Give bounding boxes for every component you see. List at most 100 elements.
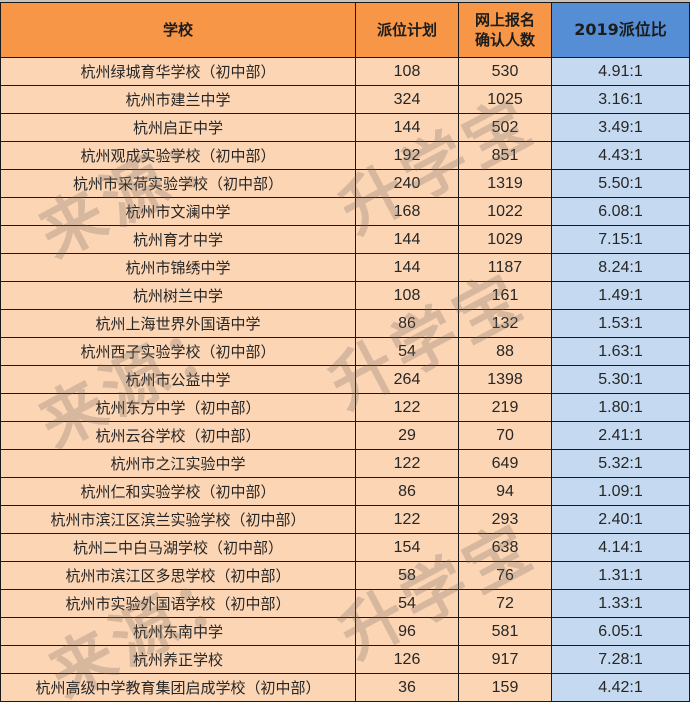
- cell-plan: 240: [355, 169, 459, 198]
- cell-apply: 88: [458, 337, 552, 366]
- cell-plan: 126: [355, 645, 459, 674]
- table-row: 杭州树兰中学 108 161 1.49:1: [0, 281, 690, 310]
- table-row: 杭州市公益中学 264 1398 5.30:1: [0, 365, 690, 394]
- table-row: 杭州启正中学 144 502 3.49:1: [0, 113, 690, 142]
- cell-plan: 264: [355, 365, 459, 394]
- cell-apply: 159: [458, 673, 552, 702]
- cell-school: 杭州市锦绣中学: [0, 253, 356, 282]
- cell-apply: 72: [458, 589, 552, 618]
- table-row: 杭州市滨江区多思学校（初中部） 58 76 1.31:1: [0, 561, 690, 590]
- cell-school: 杭州上海世界外国语中学: [0, 309, 356, 338]
- cell-apply: 638: [458, 533, 552, 562]
- table-row: 杭州观成实验学校（初中部） 192 851 4.43:1: [0, 141, 690, 170]
- cell-ratio: 6.08:1: [551, 197, 690, 226]
- cell-apply: 1319: [458, 169, 552, 198]
- table-row: 杭州市文澜中学 168 1022 6.08:1: [0, 197, 690, 226]
- cell-plan: 108: [355, 57, 459, 86]
- table-row: 杭州云谷学校（初中部） 29 70 2.41:1: [0, 421, 690, 450]
- table-row: 杭州市建兰中学 324 1025 3.16:1: [0, 85, 690, 114]
- cell-apply: 70: [458, 421, 552, 450]
- cell-school: 杭州市公益中学: [0, 365, 356, 394]
- table-row: 杭州上海世界外国语中学 86 132 1.53:1: [0, 309, 690, 338]
- cell-ratio: 1.49:1: [551, 281, 690, 310]
- table-row: 杭州高级中学教育集团启成学校（初中部） 36 159 4.42:1: [0, 673, 690, 702]
- table-header: 学校 派位计划 网上报名 确认人数 2019派位比: [0, 2, 690, 58]
- header-apply: 网上报名 确认人数: [458, 2, 552, 58]
- cell-school: 杭州市采荷实验学校（初中部）: [0, 169, 356, 198]
- cell-school: 杭州东方中学（初中部）: [0, 393, 356, 422]
- cell-apply: 76: [458, 561, 552, 590]
- cell-apply: 649: [458, 449, 552, 478]
- cell-ratio: 1.31:1: [551, 561, 690, 590]
- cell-plan: 168: [355, 197, 459, 226]
- cell-apply: 161: [458, 281, 552, 310]
- cell-plan: 144: [355, 225, 459, 254]
- header-ratio: 2019派位比: [551, 2, 690, 58]
- cell-ratio: 7.15:1: [551, 225, 690, 254]
- cell-plan: 192: [355, 141, 459, 170]
- cell-apply: 1025: [458, 85, 552, 114]
- cell-plan: 54: [355, 337, 459, 366]
- cell-school: 杭州仁和实验学校（初中部）: [0, 477, 356, 506]
- header-apply-line2: 确认人数: [474, 31, 535, 49]
- cell-ratio: 3.49:1: [551, 113, 690, 142]
- cell-ratio: 5.30:1: [551, 365, 690, 394]
- cell-apply: 502: [458, 113, 552, 142]
- table-row: 杭州仁和实验学校（初中部） 86 94 1.09:1: [0, 477, 690, 506]
- cell-ratio: 8.24:1: [551, 253, 690, 282]
- table-row: 杭州二中白马湖学校（初中部） 154 638 4.14:1: [0, 533, 690, 562]
- cell-apply: 530: [458, 57, 552, 86]
- cell-ratio: 2.40:1: [551, 505, 690, 534]
- cell-plan: 122: [355, 505, 459, 534]
- cell-plan: 144: [355, 253, 459, 282]
- table-row: 杭州绿城育华学校（初中部） 108 530 4.91:1: [0, 57, 690, 86]
- cell-school: 杭州二中白马湖学校（初中部）: [0, 533, 356, 562]
- school-allocation-table: 学校 派位计划 网上报名 确认人数 2019派位比 杭州绿城育华学校（初中部） 1…: [0, 2, 690, 702]
- cell-school: 杭州市建兰中学: [0, 85, 356, 114]
- cell-ratio: 1.80:1: [551, 393, 690, 422]
- cell-ratio: 7.28:1: [551, 645, 690, 674]
- header-school: 学校: [0, 2, 356, 58]
- cell-school: 杭州云谷学校（初中部）: [0, 421, 356, 450]
- cell-ratio: 4.43:1: [551, 141, 690, 170]
- cell-school: 杭州市之江实验中学: [0, 449, 356, 478]
- cell-plan: 96: [355, 617, 459, 646]
- table-row: 杭州养正学校 126 917 7.28:1: [0, 645, 690, 674]
- cell-apply: 917: [458, 645, 552, 674]
- cell-school: 杭州市滨江区滨兰实验学校（初中部）: [0, 505, 356, 534]
- cell-plan: 86: [355, 309, 459, 338]
- table-row: 杭州东南中学 96 581 6.05:1: [0, 617, 690, 646]
- cell-plan: 324: [355, 85, 459, 114]
- cell-apply: 293: [458, 505, 552, 534]
- table-row: 杭州东方中学（初中部） 122 219 1.80:1: [0, 393, 690, 422]
- table-row: 杭州市滨江区滨兰实验学校（初中部） 122 293 2.40:1: [0, 505, 690, 534]
- cell-plan: 122: [355, 449, 459, 478]
- cell-school: 杭州绿城育华学校（初中部）: [0, 57, 356, 86]
- cell-plan: 29: [355, 421, 459, 450]
- cell-school: 杭州市滨江区多思学校（初中部）: [0, 561, 356, 590]
- cell-plan: 144: [355, 113, 459, 142]
- cell-plan: 86: [355, 477, 459, 506]
- cell-ratio: 4.14:1: [551, 533, 690, 562]
- table-row: 杭州市之江实验中学 122 649 5.32:1: [0, 449, 690, 478]
- cell-plan: 58: [355, 561, 459, 590]
- header-plan: 派位计划: [355, 2, 459, 58]
- cell-plan: 36: [355, 673, 459, 702]
- cell-ratio: 1.09:1: [551, 477, 690, 506]
- cell-school: 杭州树兰中学: [0, 281, 356, 310]
- cell-apply: 219: [458, 393, 552, 422]
- table-row: 杭州市实验外国语学校（初中部） 54 72 1.33:1: [0, 589, 690, 618]
- table-row: 杭州育才中学 144 1029 7.15:1: [0, 225, 690, 254]
- cell-apply: 1187: [458, 253, 552, 282]
- table-row: 杭州西子实验学校（初中部） 54 88 1.63:1: [0, 337, 690, 366]
- table-row: 杭州市采荷实验学校（初中部） 240 1319 5.50:1: [0, 169, 690, 198]
- cell-ratio: 2.41:1: [551, 421, 690, 450]
- cell-school: 杭州观成实验学校（初中部）: [0, 141, 356, 170]
- header-row: 学校 派位计划 网上报名 确认人数 2019派位比: [0, 2, 690, 58]
- cell-plan: 108: [355, 281, 459, 310]
- cell-plan: 54: [355, 589, 459, 618]
- cell-apply: 132: [458, 309, 552, 338]
- cell-ratio: 1.63:1: [551, 337, 690, 366]
- cell-school: 杭州东南中学: [0, 617, 356, 646]
